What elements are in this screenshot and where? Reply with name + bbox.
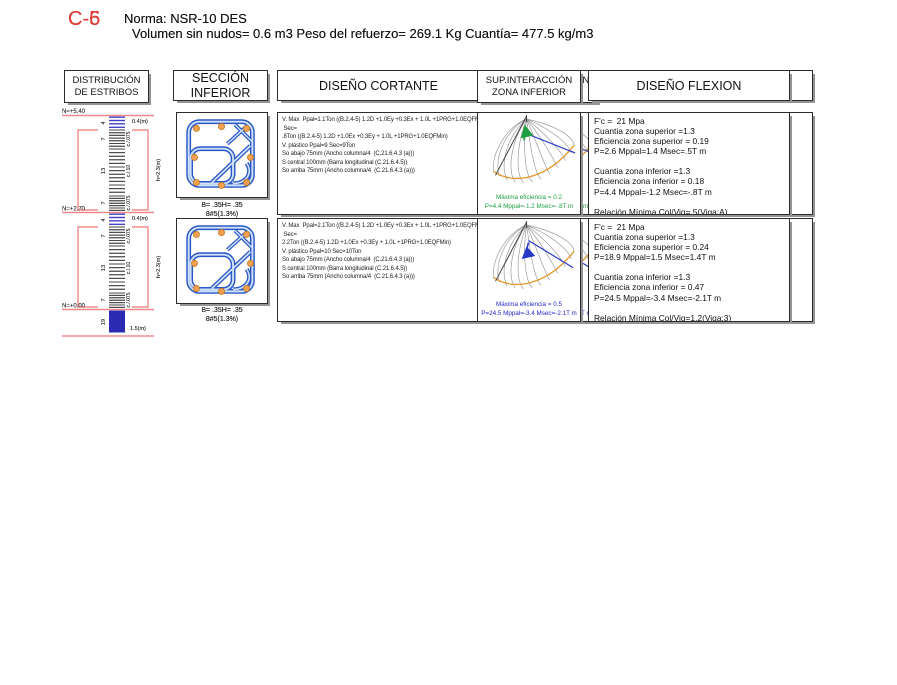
- svg-text:h=2.3(m): h=2.3(m): [156, 256, 162, 278]
- column-stats: Volumen sin nudos= 0.6 m3 Peso del refue…: [132, 26, 594, 42]
- header-diseno-cortante: DISEÑO CORTANTE: [277, 70, 480, 101]
- section-caption-lower: B= .35H= .35 8#5(1.3%): [201, 307, 243, 324]
- header-diseno-flexion: DISEÑO FLEXION: [588, 70, 790, 101]
- column-report-c6: C-6 Norma: NSR-10 DES Volumen sin nudos=…: [0, 0, 897, 337]
- section-drawing-upper: [176, 112, 268, 198]
- column-id: C-5: [68, 8, 101, 30]
- level-bot-label: N=+0.00: [62, 304, 86, 310]
- svg-text:c./.10: c./.10: [126, 165, 132, 177]
- cortante-text-lower: V. Max Ppal=2.1Ton ((B.2.4-5) 1.2D +1.0E…: [282, 223, 479, 281]
- svg-text:1.5(m): 1.5(m): [130, 326, 146, 332]
- svg-text:13: 13: [101, 168, 107, 174]
- flexion-text-upper: F'c = 21 Mpa Cuantia zona superior =1.3 …: [594, 116, 728, 214]
- svg-text:1.5(m): 1.5(m): [130, 326, 146, 332]
- flexion-text-lower: F'c = 21 Mpa Cuantia zona superior =1.3 …: [594, 222, 732, 321]
- section-caption-upper: B= .35H= .35 8#5(1.3%): [201, 202, 243, 219]
- svg-text:4: 4: [101, 121, 107, 124]
- column-stats: Volumen sin nudos= 0.6 m3 Peso del refue…: [132, 26, 594, 42]
- level-top-label: N=+5.40: [62, 109, 86, 115]
- norma-label: Norma: NSR-10 DES: [124, 11, 247, 26]
- svg-text:4: 4: [101, 121, 107, 124]
- svg-text:c./.075: c./.075: [126, 131, 132, 146]
- svg-text:c./.075: c./.075: [126, 131, 132, 146]
- interaction-surface-plot: [493, 115, 576, 184]
- flexion-box-upper: F'c = 21 Mpa Cuantia zona superior =1.3 …: [588, 112, 790, 215]
- svg-text:c./.075: c./.075: [126, 228, 132, 243]
- flexion-box-lower: F'c = 21 Mpa Cuantia zona superior =1.3 …: [588, 218, 790, 322]
- section-drawing-lower: [176, 218, 268, 304]
- header-sup-interaccion: SUP.INTERACCIÓN ZONA INFERIOR: [477, 70, 581, 103]
- interaction-diagram-lower: Máxima eficiencia = 0.5 P=24.5 Mppal=-3.…: [477, 218, 581, 322]
- level-mid-label: N=+2.70: [62, 207, 86, 213]
- svg-text:13: 13: [101, 265, 107, 271]
- stirrup-distribution-diagram: N=+5.40 0.4(m) 4 7 c./.075 13 c./.10 7 c…: [60, 106, 170, 340]
- svg-text:13: 13: [101, 168, 107, 174]
- svg-text:c./.075: c./.075: [126, 195, 132, 210]
- svg-text:0.4(m): 0.4(m): [132, 216, 148, 222]
- svg-text:4: 4: [101, 218, 107, 221]
- svg-text:h=2.3(m): h=2.3(m): [156, 159, 162, 181]
- section-caption-upper: B= .35H= .35 8#5(1.3%): [201, 202, 243, 219]
- svg-text:7: 7: [101, 234, 107, 237]
- svg-text:4: 4: [101, 218, 107, 221]
- svg-text:h=2.3(m): h=2.3(m): [156, 159, 162, 181]
- column-id: C-6: [68, 8, 101, 30]
- cortante-box-lower: V. Max Ppal=2.1Ton ((B.2.4-5) 1.2D +1.0E…: [277, 218, 480, 322]
- svg-text:0.4(m): 0.4(m): [132, 119, 148, 125]
- svg-text:h=2.3(m): h=2.3(m): [156, 256, 162, 278]
- svg-text:c./.10: c./.10: [126, 262, 132, 274]
- level-bot-label: N=+0.00: [62, 304, 86, 310]
- header-distribucion-estribos: DISTRIBUCIÓN DE ESTRIBOS: [64, 70, 149, 103]
- interaction-surface-plot: [493, 221, 575, 290]
- norma-label: Norma: NSR-10 DES: [124, 11, 247, 26]
- svg-text:19: 19: [101, 319, 107, 325]
- svg-text:7: 7: [101, 234, 107, 237]
- svg-text:7: 7: [101, 201, 107, 204]
- svg-text:7: 7: [101, 201, 107, 204]
- cortante-box-upper: V. Max Ppal=1.1Ton ((B.2.4-5) 1.2D +1.0E…: [277, 112, 480, 215]
- cortante-text-upper: V. Max Ppal=1.1Ton ((B.2.4-5) 1.2D +1.0E…: [282, 117, 479, 175]
- svg-text:19: 19: [101, 319, 107, 325]
- level-mid-label: N=+2.70: [62, 207, 86, 213]
- column-meta: Norma: NSR-10 DES Volumen sin nudos= 0.6…: [124, 11, 593, 42]
- header-seccion-inferior: SECCIÓN INFERIOR: [173, 70, 268, 101]
- svg-text:c./.075: c./.075: [126, 228, 132, 243]
- svg-text:0.4(m): 0.4(m): [132, 119, 148, 125]
- interaction-caption-lower: Máxima eficiencia = 0.5 P=24.5 Mppal=-3.…: [481, 301, 577, 318]
- svg-text:c./.075: c./.075: [126, 292, 132, 307]
- svg-text:c./.10: c./.10: [126, 262, 132, 274]
- interaction-diagram-upper: Máxima eficiencia = 0.2 P=4.4 Mppal=-1.2…: [477, 112, 581, 215]
- svg-text:7: 7: [101, 298, 107, 301]
- level-top-label: N=+5.40: [62, 109, 86, 115]
- svg-text:7: 7: [101, 137, 107, 140]
- section-caption-lower: B= .35H= .35 8#5(1.3%): [201, 307, 243, 324]
- svg-text:7: 7: [101, 298, 107, 301]
- svg-text:c./.075: c./.075: [126, 292, 132, 307]
- svg-text:c./.10: c./.10: [126, 165, 132, 177]
- interaction-caption-upper: Máxima eficiencia = 0.2 P=4.4 Mppal=-1.2…: [484, 194, 574, 211]
- column-meta: Norma: NSR-10 DES Volumen sin nudos= 0.6…: [124, 11, 593, 42]
- svg-text:7: 7: [101, 137, 107, 140]
- svg-text:0.4(m): 0.4(m): [132, 216, 148, 222]
- svg-text:13: 13: [101, 265, 107, 271]
- svg-text:c./.075: c./.075: [126, 195, 132, 210]
